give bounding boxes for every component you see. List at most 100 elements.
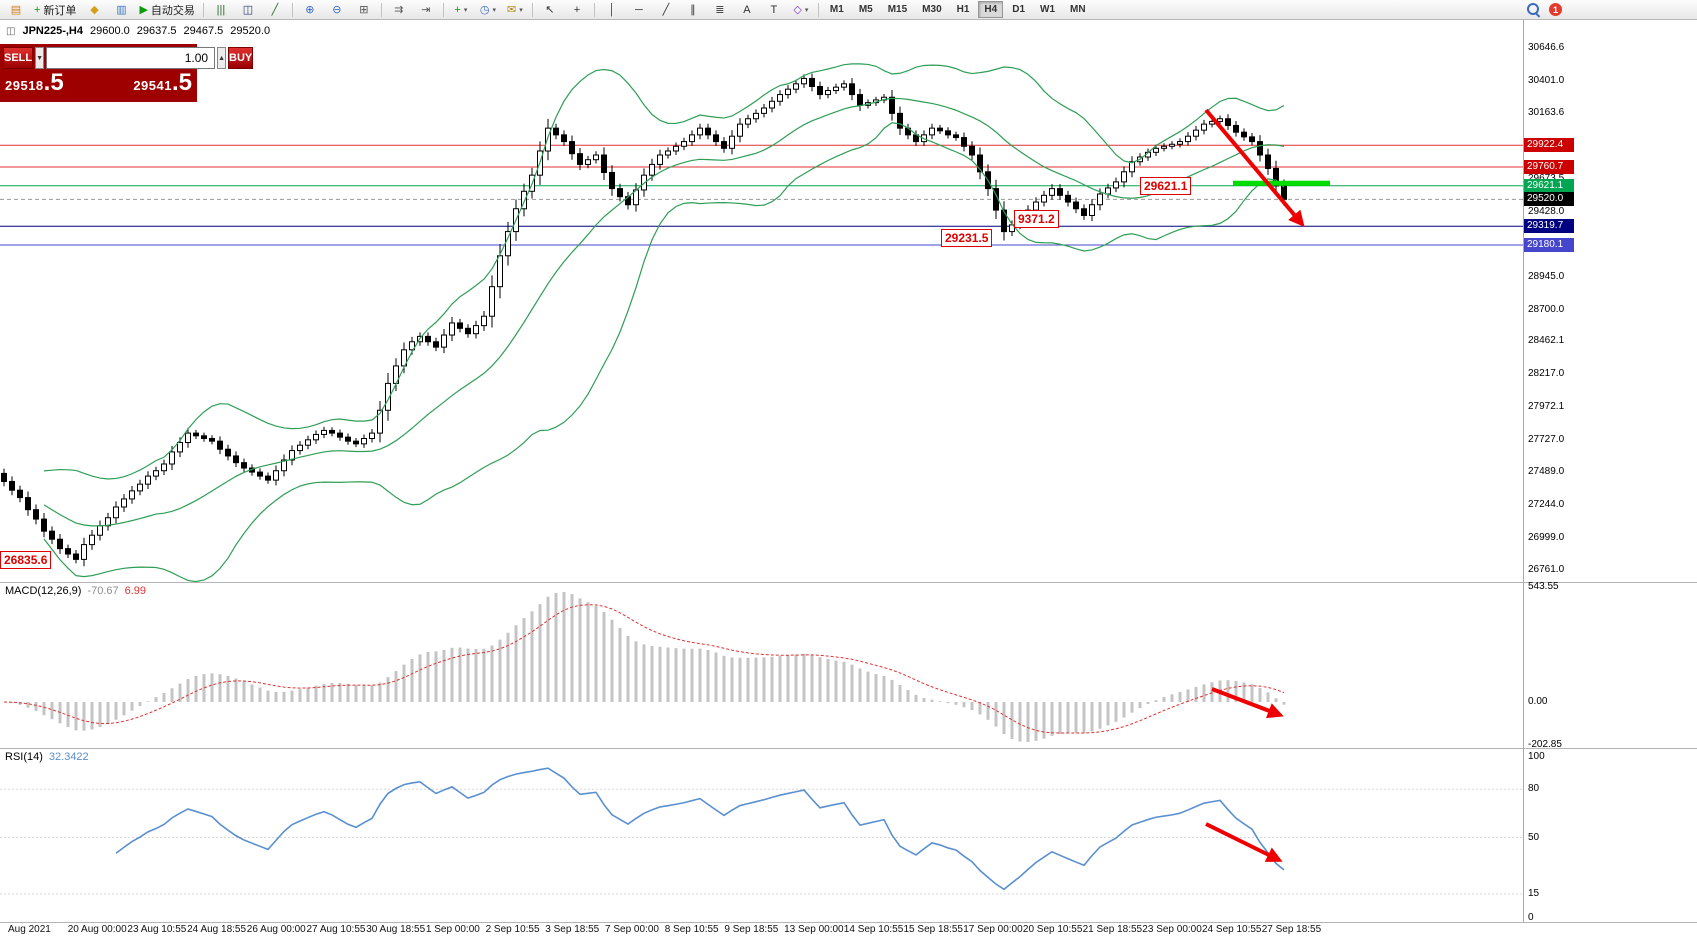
bar-chart-icon[interactable]: |||: [208, 1, 234, 19]
time-axis-separator: [0, 922, 1697, 923]
green-level-segment[interactable]: [1233, 180, 1330, 186]
ohlc-close: 29520.0: [230, 25, 271, 37]
tile-windows-icon[interactable]: ⊞: [351, 1, 377, 19]
rsi-panel-separator[interactable]: [0, 748, 1697, 749]
zoom-in-icon[interactable]: ⊕: [297, 1, 323, 19]
rsi-plot: [0, 767, 1523, 895]
ohlc-low: 29467.5: [183, 25, 224, 37]
timeframe-MN[interactable]: MN: [1070, 4, 1086, 15]
buy-price-small: 29541: [133, 78, 172, 93]
macd-panel-separator[interactable]: [0, 582, 1697, 583]
one-click-trading-panel: SELL ▼ ▲ BUY 29518.5 29541.5: [0, 44, 254, 102]
chart-title-bar: ◫ JPN225-,H4 29600.0 29637.5 29467.5 295…: [6, 25, 270, 37]
arrows-objects-button[interactable]: ◇ ▾: [788, 1, 814, 19]
templates-button[interactable]: ✉ ▾: [502, 1, 528, 19]
chart-icon: ◫: [6, 25, 16, 37]
macd-downtrend-arrow[interactable]: [1211, 687, 1284, 719]
vertical-line-icon[interactable]: │: [599, 1, 625, 19]
toolbar-right-cluster: 1: [1526, 2, 1694, 17]
text-icon-glyph: A: [743, 3, 751, 16]
timeframe-M1[interactable]: M1: [829, 4, 844, 15]
macd-plot: [3, 592, 1286, 742]
sell-price-big: .5: [43, 69, 64, 96]
toolbar-separator: [593, 2, 595, 17]
zoom-in-icon-glyph: ⊕: [305, 3, 315, 16]
timeframe-H1[interactable]: H1: [956, 4, 970, 15]
equidistant-channel-icon[interactable]: ∥: [680, 1, 706, 19]
auto-trading-button[interactable]: ▶ 自动交易: [135, 1, 198, 19]
volume-increase-button[interactable]: ▲: [217, 47, 226, 69]
vertical-line-icon-glyph: │: [608, 3, 616, 16]
periods-button-glyph: ◷: [479, 3, 490, 16]
auto-scroll-icon-glyph: ⇉: [394, 3, 404, 16]
line-chart-icon[interactable]: ╱: [262, 1, 288, 19]
symbol-period-label: JPN225-,H4: [22, 25, 83, 37]
tile-windows-icon-glyph: ⊞: [359, 3, 369, 16]
buy-price-big: .5: [171, 69, 192, 96]
timeframe-M5[interactable]: M5: [858, 4, 873, 15]
chart-profiles-icon[interactable]: ▥: [108, 1, 134, 19]
search-icon[interactable]: [1526, 2, 1541, 17]
timeframe-M15[interactable]: M15: [887, 4, 908, 15]
macd-value-signal: 6.99: [124, 585, 147, 597]
fibonacci-icon[interactable]: ≣: [707, 1, 733, 19]
rsi-name: RSI(14): [5, 751, 43, 763]
market-watch-icon-glyph: ◆: [90, 3, 99, 16]
macd-label: MACD(12,26,9) -70.67 6.99: [5, 585, 146, 597]
auto-scroll-icon[interactable]: ⇉: [386, 1, 412, 19]
horizontal-line-icon[interactable]: ─: [626, 1, 652, 19]
chevron-down-icon: ▾: [463, 6, 468, 14]
bb-middle: [43, 97, 1285, 527]
rsi-label: RSI(14) 32.3422: [5, 751, 89, 763]
sell-button[interactable]: SELL: [3, 47, 34, 69]
timeframe-H4[interactable]: H4: [978, 1, 1004, 18]
text-label-icon-glyph: T: [770, 3, 778, 16]
crosshair-icon-glyph: +: [573, 3, 581, 16]
timeframe-D1[interactable]: D1: [1012, 4, 1026, 15]
text-label-icon[interactable]: T: [761, 1, 787, 19]
toolbar-separator: [202, 2, 204, 17]
ohlc-open: 29600.0: [90, 25, 130, 37]
chart-profiles-icon-glyph: ▥: [116, 3, 127, 16]
trendline-icon[interactable]: ╱: [653, 1, 679, 19]
buy-button[interactable]: BUY: [228, 47, 254, 69]
new-chart-window-icon-glyph: ▤: [10, 3, 22, 16]
bb-lower: [43, 122, 1285, 582]
buy-price[interactable]: 29541.5: [133, 71, 192, 95]
market-watch-icon[interactable]: ◆: [81, 1, 107, 19]
fibonacci-icon-glyph: ≣: [715, 3, 725, 16]
crosshair-icon[interactable]: +: [564, 1, 590, 19]
cursor-icon[interactable]: ↖: [537, 1, 563, 19]
templates-button-glyph: ✉: [507, 3, 517, 16]
new-order-button[interactable]: + 新订单: [30, 1, 80, 19]
arrows-objects-button-glyph: ◇: [793, 3, 802, 16]
periods-button[interactable]: ◷ ▾: [475, 1, 501, 19]
text-icon[interactable]: A: [734, 1, 760, 19]
price-downtrend-arrow[interactable]: [1204, 108, 1305, 228]
rsi-line: [115, 767, 1285, 891]
chart-shift-icon[interactable]: ⇥: [413, 1, 439, 19]
indicators-button-glyph: +: [454, 3, 461, 16]
cursor-icon-glyph: ↖: [545, 3, 555, 16]
main-plot: [0, 63, 1523, 582]
toolbar-separator: [442, 2, 444, 17]
toolbar-separator: [380, 2, 382, 17]
new-chart-window-icon[interactable]: ▤: [3, 1, 29, 19]
sell-price[interactable]: 29518.5: [5, 71, 64, 95]
timeframe-M30[interactable]: M30: [922, 4, 942, 15]
indicators-button[interactable]: + ▾: [448, 1, 474, 19]
notification-badge[interactable]: 1: [1549, 3, 1562, 16]
bar-chart-icon-glyph: |||: [216, 3, 226, 16]
chevron-down-icon: ▾: [492, 6, 496, 14]
chevron-down-icon: ▾: [804, 6, 809, 14]
chart-shift-icon-glyph: ⇥: [421, 3, 431, 16]
rsi-downtrend-arrow[interactable]: [1205, 822, 1283, 862]
timeframe-W1[interactable]: W1: [1040, 4, 1056, 15]
price-axis-separator: [1523, 20, 1524, 922]
volume-input[interactable]: [46, 47, 216, 69]
candlestick-chart-icon-glyph: ◫: [242, 3, 254, 16]
zoom-out-icon[interactable]: ⊖: [324, 1, 350, 19]
candlestick-chart-icon[interactable]: ◫: [235, 1, 261, 19]
volume-decrease-button[interactable]: ▼: [35, 47, 45, 69]
